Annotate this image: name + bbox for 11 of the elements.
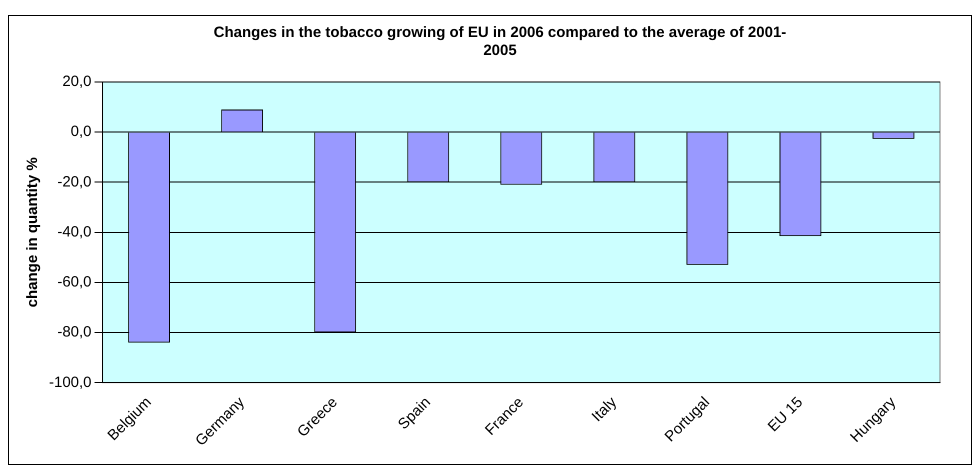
y-tick-label: -60,0 bbox=[57, 274, 92, 291]
y-tick-label: -20,0 bbox=[57, 173, 92, 190]
y-tick-label: -80,0 bbox=[57, 324, 92, 341]
y-tick-label: 0,0 bbox=[70, 123, 92, 140]
x-tick-label: Italy bbox=[588, 393, 620, 426]
y-tick-label: 20,0 bbox=[62, 73, 92, 90]
chart-title: Changes in the tobacco growing of EU in 2006 compared to the average of 2001-2005 bbox=[212, 24, 788, 60]
y-axis-title: change in quantity % bbox=[24, 157, 42, 308]
y-tick-label: -100,0 bbox=[48, 374, 92, 391]
x-tick-label: EU 15 bbox=[764, 394, 806, 436]
y-tick-label: -40,0 bbox=[57, 223, 92, 240]
